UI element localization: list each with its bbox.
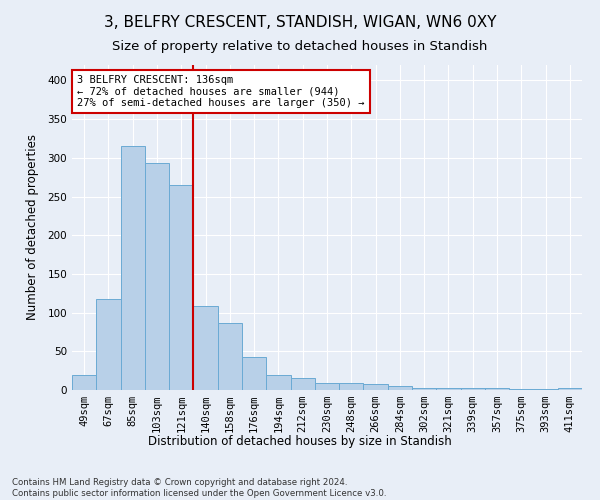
Y-axis label: Number of detached properties: Number of detached properties xyxy=(26,134,39,320)
Bar xyxy=(339,383,364,390)
Text: Contains HM Land Registry data © Crown copyright and database right 2024.
Contai: Contains HM Land Registry data © Crown c… xyxy=(12,478,386,498)
Bar xyxy=(509,389,533,390)
Bar xyxy=(461,388,485,390)
Bar xyxy=(558,388,582,390)
Bar xyxy=(436,388,461,390)
Bar xyxy=(242,356,266,390)
Text: 3 BELFRY CRESCENT: 136sqm
← 72% of detached houses are smaller (944)
27% of semi: 3 BELFRY CRESCENT: 136sqm ← 72% of detac… xyxy=(77,74,365,108)
Text: Size of property relative to detached houses in Standish: Size of property relative to detached ho… xyxy=(112,40,488,53)
Bar xyxy=(121,146,145,390)
Bar xyxy=(485,388,509,390)
Bar xyxy=(412,388,436,390)
Bar xyxy=(315,383,339,390)
Bar xyxy=(193,306,218,390)
Bar xyxy=(290,378,315,390)
Bar xyxy=(388,386,412,390)
Bar xyxy=(96,298,121,390)
Bar xyxy=(72,374,96,390)
Bar xyxy=(145,164,169,390)
Bar xyxy=(533,389,558,390)
Bar xyxy=(218,324,242,390)
Text: 3, BELFRY CRESCENT, STANDISH, WIGAN, WN6 0XY: 3, BELFRY CRESCENT, STANDISH, WIGAN, WN6… xyxy=(104,15,496,30)
Bar xyxy=(169,185,193,390)
Bar xyxy=(364,384,388,390)
Bar xyxy=(266,374,290,390)
Text: Distribution of detached houses by size in Standish: Distribution of detached houses by size … xyxy=(148,435,452,448)
